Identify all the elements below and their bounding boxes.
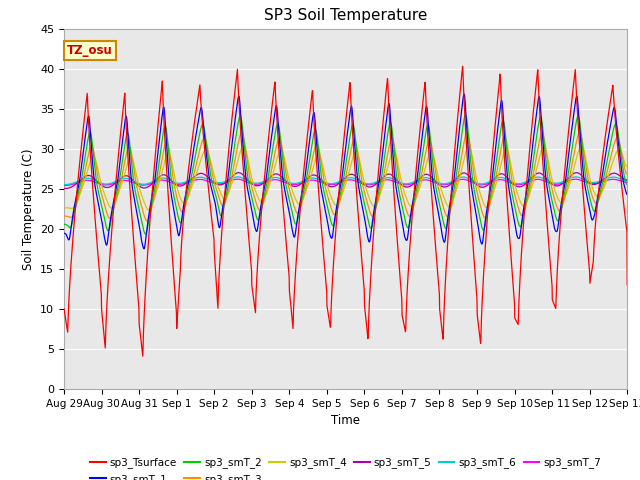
sp3_smT_6 — [623, 178, 631, 183]
sp3_smT_1 — [218, 214, 225, 220]
sp3_smT_4 — [510, 177, 518, 182]
Line: sp3_smT_3: sp3_smT_3 — [64, 132, 627, 221]
Line: sp3_smT_7: sp3_smT_7 — [64, 179, 627, 185]
sp3_smT_4 — [375, 196, 383, 202]
sp3_smT_1 — [623, 192, 631, 197]
sp3_smT_6 — [589, 180, 597, 185]
sp3_smT_4 — [145, 207, 152, 213]
sp3_smT_7 — [623, 180, 631, 185]
Title: SP3 Soil Temperature: SP3 Soil Temperature — [264, 9, 428, 24]
sp3_smT_2 — [374, 191, 382, 196]
X-axis label: Time: Time — [331, 414, 360, 427]
sp3_smT_4 — [218, 192, 225, 197]
sp3_smT_5 — [217, 182, 225, 188]
sp3_smT_6 — [374, 178, 382, 184]
sp3_smT_1 — [140, 246, 148, 252]
Line: sp3_smT_6: sp3_smT_6 — [64, 177, 627, 185]
Y-axis label: Soil Temperature (C): Soil Temperature (C) — [22, 148, 35, 270]
sp3_smT_7 — [60, 182, 68, 188]
sp3_smT_7 — [509, 181, 517, 187]
sp3_smT_4 — [623, 164, 631, 169]
sp3_smT_1 — [510, 214, 518, 220]
sp3_smT_5 — [574, 170, 582, 176]
sp3_smT_1 — [460, 91, 468, 97]
sp3_Tsurface — [510, 290, 518, 296]
sp3_smT_6 — [217, 180, 225, 185]
sp3_smT_2 — [461, 112, 469, 118]
sp3_smT_3 — [623, 171, 631, 177]
sp3_smT_3 — [374, 196, 382, 202]
sp3_smT_7 — [362, 182, 370, 188]
sp3_smT_4 — [589, 188, 597, 194]
Text: TZ_osu: TZ_osu — [67, 44, 113, 57]
sp3_smT_6 — [60, 182, 68, 188]
sp3_smT_5 — [362, 183, 370, 189]
sp3_smT_2 — [574, 113, 582, 119]
sp3_Tsurface — [362, 318, 370, 324]
Legend: sp3_Tsurface, sp3_smT_1, sp3_smT_2, sp3_smT_3, sp3_smT_4, sp3_smT_5, sp3_smT_6, : sp3_Tsurface, sp3_smT_1, sp3_smT_2, sp3_… — [86, 454, 605, 480]
sp3_Tsurface — [623, 282, 631, 288]
sp3_smT_5 — [374, 179, 382, 185]
sp3_smT_2 — [362, 208, 370, 214]
sp3_smT_3 — [143, 218, 151, 224]
sp3_smT_3 — [574, 133, 582, 139]
sp3_smT_3 — [589, 197, 597, 203]
sp3_smT_3 — [463, 130, 471, 135]
sp3_Tsurface — [589, 252, 597, 258]
Line: sp3_smT_4: sp3_smT_4 — [64, 146, 627, 210]
sp3_smT_2 — [510, 199, 518, 205]
sp3_smT_6 — [362, 180, 370, 186]
sp3_smT_7 — [589, 181, 597, 187]
sp3_smT_1 — [374, 183, 382, 189]
sp3_smT_1 — [60, 230, 68, 236]
sp3_smT_3 — [362, 196, 370, 202]
sp3_smT_3 — [218, 202, 225, 207]
sp3_smT_5 — [623, 177, 631, 183]
sp3_smT_6 — [234, 174, 241, 180]
Line: sp3_smT_2: sp3_smT_2 — [64, 115, 627, 234]
sp3_smT_1 — [589, 215, 597, 221]
sp3_smT_5 — [589, 181, 597, 187]
sp3_smT_5 — [235, 170, 243, 176]
sp3_Tsurface — [374, 170, 382, 176]
sp3_smT_1 — [574, 102, 582, 108]
sp3_smT_2 — [60, 221, 68, 227]
sp3_smT_1 — [362, 225, 370, 230]
sp3_smT_6 — [574, 174, 582, 180]
sp3_smT_7 — [574, 177, 582, 182]
sp3_smT_2 — [589, 208, 597, 214]
sp3_Tsurface — [459, 63, 467, 69]
sp3_Tsurface — [60, 306, 68, 312]
sp3_smT_7 — [217, 181, 225, 187]
sp3_smT_4 — [574, 150, 582, 156]
sp3_smT_4 — [239, 143, 247, 149]
sp3_Tsurface — [574, 117, 582, 122]
sp3_Tsurface — [218, 236, 225, 242]
sp3_smT_7 — [374, 180, 382, 185]
sp3_smT_7 — [234, 176, 241, 182]
sp3_smT_3 — [60, 213, 68, 219]
sp3_smT_4 — [60, 205, 68, 211]
sp3_smT_5 — [509, 181, 517, 187]
sp3_smT_5 — [60, 186, 68, 192]
Line: sp3_Tsurface: sp3_Tsurface — [64, 66, 627, 356]
sp3_smT_4 — [362, 187, 370, 192]
sp3_Tsurface — [139, 353, 147, 359]
Line: sp3_smT_5: sp3_smT_5 — [64, 173, 627, 189]
sp3_smT_2 — [141, 231, 149, 237]
sp3_smT_6 — [509, 180, 517, 186]
sp3_smT_2 — [218, 213, 225, 218]
Line: sp3_smT_1: sp3_smT_1 — [64, 94, 627, 249]
sp3_smT_3 — [510, 187, 518, 192]
sp3_smT_2 — [623, 182, 631, 188]
